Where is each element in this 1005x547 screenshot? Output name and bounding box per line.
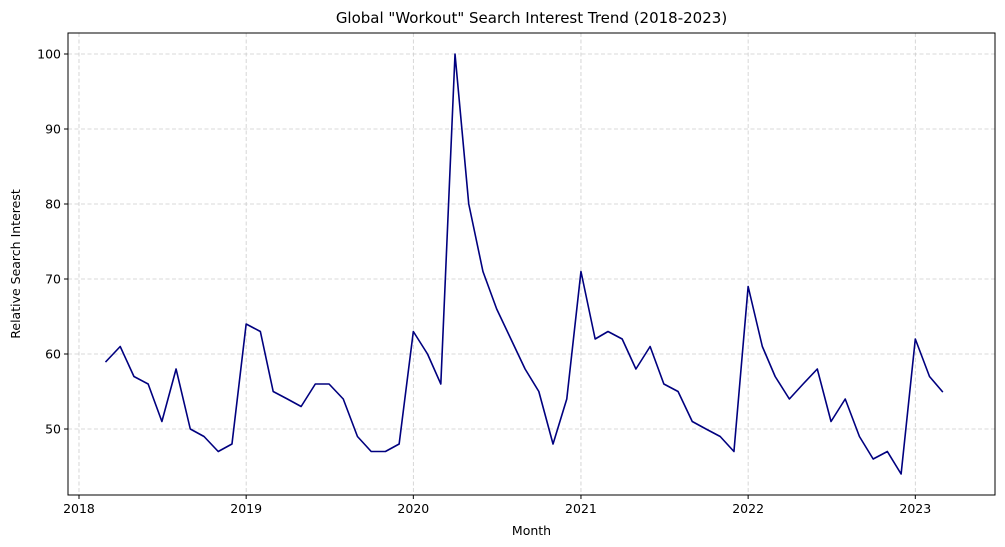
series-lines [104,53,944,475]
series-line-0 [104,53,944,475]
x-tick-label: 2021 [565,501,597,516]
y-tick-label: 80 [45,197,61,212]
y-tick-label: 100 [37,47,61,62]
x-tick-label: 2022 [732,501,764,516]
y-tick-label: 50 [45,422,61,437]
x-tick-label: 2019 [230,501,262,516]
y-axis-label: Relative Search Interest [8,189,23,339]
y-tick-label: 90 [45,122,61,137]
plot-frame [67,32,996,496]
x-tick-label: 2020 [397,501,429,516]
x-tick-label: 2023 [899,501,931,516]
chart-title: Global "Workout" Search Interest Trend (… [336,9,727,27]
grid-lines [68,33,995,495]
x-axis-label: Month [512,523,551,538]
y-tick-label: 70 [45,272,61,287]
y-tick-label: 60 [45,347,61,362]
axis-ticks: 2018 2019 2020 2021 2022 2023 50 60 70 80 90 100 [37,47,931,517]
x-tick-label: 2018 [63,501,95,516]
